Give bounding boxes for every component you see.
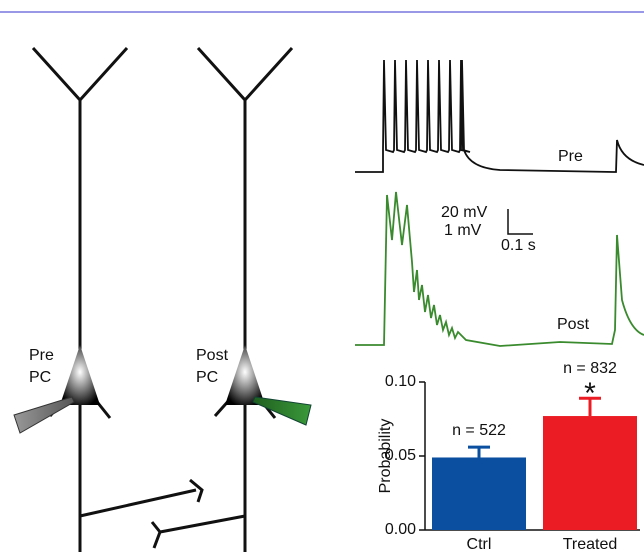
y-axis-label: Probability: [377, 419, 394, 494]
y-tick-label: 0.10: [385, 373, 416, 390]
scale-bar: [507, 209, 533, 235]
post-trace: [355, 191, 644, 347]
neurons: [31, 46, 294, 552]
pre-soma: [60, 345, 100, 405]
scale-label: 1 mV: [444, 222, 482, 239]
post-label: PC: [196, 369, 218, 386]
trace-label: Pre: [558, 148, 583, 165]
pre-neuron: [31, 46, 129, 552]
post-label: Post: [196, 347, 229, 364]
bar: [432, 457, 526, 530]
annotation: n = 522: [452, 422, 506, 439]
pre-electrode: [13, 396, 75, 434]
annotation: n = 832: [563, 360, 617, 377]
trace-label: Post: [557, 316, 590, 333]
pre-label: PC: [29, 369, 51, 386]
y-tick-label: 0.05: [385, 447, 416, 464]
post-soma: [225, 345, 265, 405]
pre-label: Pre: [29, 347, 54, 364]
bar: [543, 416, 637, 530]
y-tick-label: 0.00: [385, 521, 416, 538]
x-tick-label: Treated: [563, 536, 618, 552]
synapse-b: [150, 514, 246, 549]
synapse-a: [79, 478, 204, 518]
significance-mark: *: [584, 377, 596, 410]
scale-label: 0.1 s: [501, 237, 536, 254]
post-neuron: [196, 46, 294, 552]
scale-label: 20 mV: [441, 204, 488, 221]
post-electrode: [252, 396, 312, 426]
pre-trace: [355, 59, 644, 173]
x-tick-label: Ctrl: [467, 536, 492, 552]
